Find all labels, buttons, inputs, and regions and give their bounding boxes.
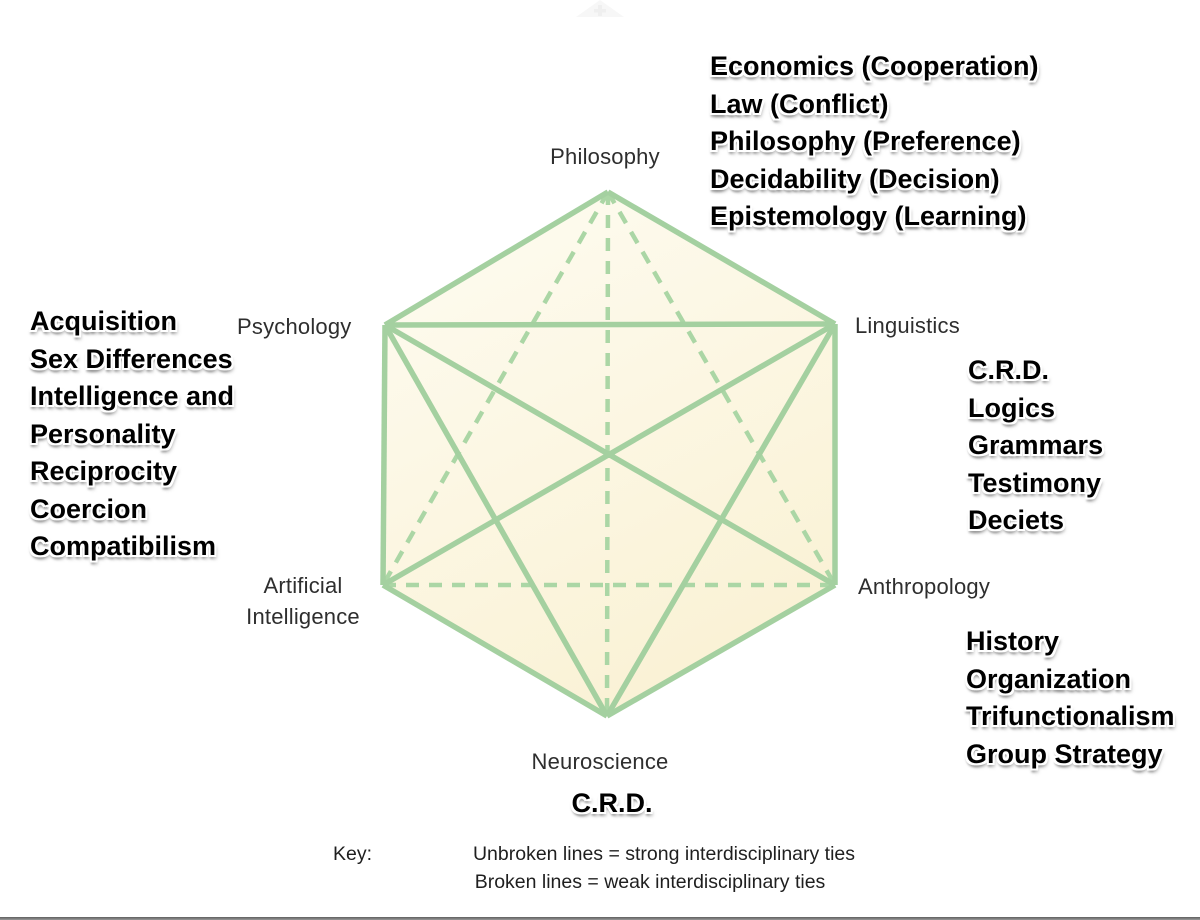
edge-ai-neuroscience-solid: [381, 582, 609, 719]
topics-linguistics: C.R.D. Logics Grammars Testimony Deciets: [968, 352, 1103, 540]
topic-item: Decidability (Decision): [710, 163, 1000, 194]
topic-neuroscience-crd: C.R.D.: [571, 788, 653, 818]
topic-item: Epistemology (Learning): [710, 201, 1027, 231]
topic-item: Logics: [968, 392, 1056, 423]
topic-item: Intelligence and: [30, 381, 235, 411]
topic-item: Acquisition: [30, 306, 177, 336]
topic-item: Grammars: [968, 430, 1104, 460]
topic-item: Sex Differences: [30, 343, 233, 374]
topic-item: Trifunctionalism: [966, 701, 1175, 731]
edge-linguistics-neuroscience-solid: [604, 322, 838, 718]
topics-psychology: Acquisition Sex Differences Intelligence a…: [30, 303, 234, 566]
vertex-label-psychology: Psychology: [237, 314, 352, 339]
key-strong-ties-text: Unbroken lines = strong interdisciplinar…: [472, 843, 856, 865]
vertex-label-philosophy: Philosophy: [550, 144, 660, 169]
bottom-border-line: [0, 917, 1200, 920]
topic-item: C.R.D.: [968, 355, 1049, 385]
topic-item: History: [966, 626, 1060, 656]
watermark-plus-triangle-icon: [576, 0, 624, 17]
edge-linguistics-ai-solid: [381, 321, 837, 588]
vertex-label-linguistics: Linguistics: [855, 313, 960, 338]
topic-item: Law (Conflict): [710, 88, 889, 119]
edge-psychology-ai-solid: [380, 324, 388, 586]
edge-philosophy-ai-dashed: [381, 190, 610, 587]
topic-item: Philosophy (Preference): [710, 126, 1021, 156]
edge-philosophy-psychology-solid: [383, 189, 610, 328]
topic-item: Organization: [966, 663, 1132, 694]
topic-item: Deciets: [968, 505, 1065, 535]
edge-philosophy-anthropology-dashed: [606, 190, 837, 587]
topic-item: Economics (Cooperation): [710, 51, 1039, 81]
key-label: Key:: [333, 843, 373, 865]
vertex-label-neuroscience: Neuroscience: [531, 749, 669, 774]
topic-item: Testimony: [968, 467, 1102, 498]
topic-item: Personality: [30, 418, 176, 449]
key-weak-ties-text: Broken lines = weak interdisciplinary ti…: [474, 871, 826, 893]
topic-item: Coercion: [30, 493, 148, 524]
edge-anthropology-neuroscience-solid: [605, 582, 837, 719]
topic-item: Compatibilism: [30, 531, 217, 561]
topics-anthropology: History Organization Trifunctionalism Group…: [966, 623, 1175, 773]
vertex-label-anthropology: Anthropology: [858, 574, 991, 599]
strong-ties-edges: [380, 189, 838, 719]
edge-philosophy-linguistics-solid: [606, 189, 837, 327]
topic-item: Reciprocity: [30, 456, 178, 486]
topic-item: Group Strategy: [966, 738, 1163, 769]
vertex-label-artificial-intelligence: Artificial Intelligence: [246, 573, 360, 629]
edge-psychology-linguistics-solid: [384, 321, 836, 328]
topics-philosophy: Economics (Cooperation) Law (Conflict) Phi…: [710, 48, 1039, 236]
